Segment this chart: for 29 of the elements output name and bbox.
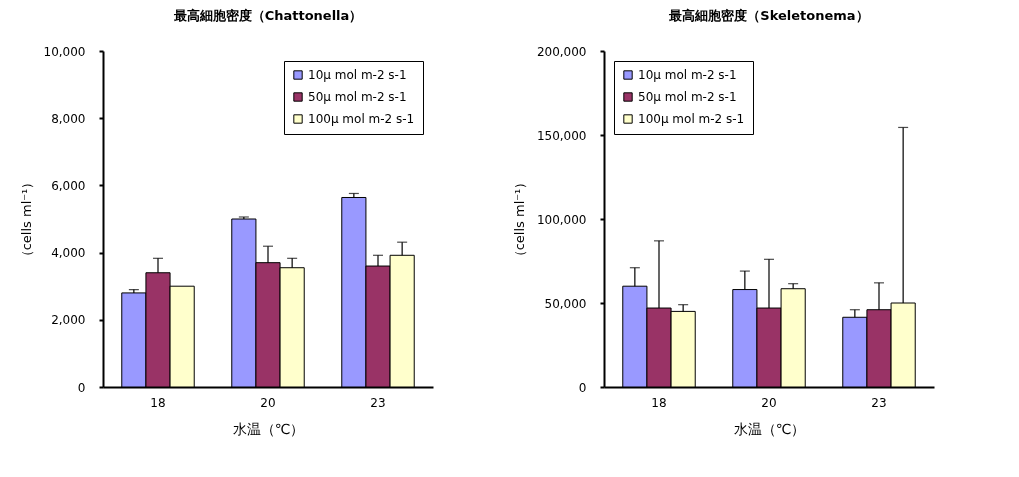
y-tick-label: 8,000 — [51, 111, 86, 126]
y-tick-label: 150,000 — [536, 128, 587, 143]
legend-label: 10μ mol m-2 s-1 — [308, 68, 407, 82]
x-tick-label: 18 — [651, 395, 667, 410]
legend-label: 50μ mol m-2 s-1 — [308, 90, 407, 104]
legend-label: 50μ mol m-2 s-1 — [638, 90, 737, 104]
legend-label: 10μ mol m-2 s-1 — [638, 68, 737, 82]
x-tick-label: 23 — [370, 395, 386, 410]
y-tick-label: 10,000 — [43, 44, 86, 59]
y-tick-label: 2,000 — [51, 313, 86, 328]
x-tick-label: 20 — [761, 395, 777, 410]
legend-label: 100μ mol m-2 s-1 — [308, 112, 415, 126]
x-tick-label: 20 — [260, 395, 276, 410]
x-tick-label: 23 — [871, 395, 887, 410]
y-tick-label: 4,000 — [51, 246, 86, 261]
y-tick-label: 50,000 — [544, 296, 587, 311]
y-tick-label: 100,000 — [536, 212, 587, 227]
y-axis-title: （cells ml⁻¹） — [511, 175, 527, 264]
y-tick-label: 0 — [578, 380, 587, 395]
chart-title: 最高細胞密度（Skeletonema） — [668, 8, 869, 23]
x-axis-title: 水温（℃） — [733, 420, 806, 437]
x-axis-title: 水温（℃） — [232, 420, 305, 437]
x-tick-label: 18 — [150, 395, 166, 410]
legend-label: 100μ mol m-2 s-1 — [638, 112, 745, 126]
y-tick-label: 0 — [77, 380, 86, 395]
chart-title: 最高細胞密度（Chattonella） — [172, 8, 363, 23]
y-axis-title: （cells ml⁻¹） — [18, 175, 34, 264]
y-tick-label: 6,000 — [51, 178, 86, 193]
y-tick-label: 200,000 — [536, 44, 587, 59]
